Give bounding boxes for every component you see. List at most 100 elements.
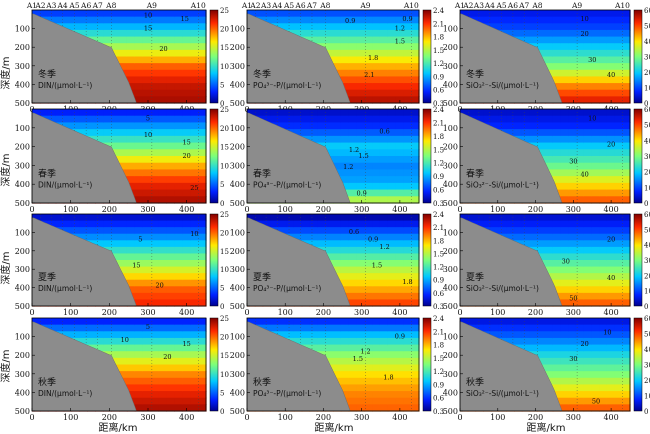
field-cell	[537, 233, 546, 241]
field-cell	[126, 182, 136, 191]
field-cell	[387, 135, 397, 144]
field-cell	[87, 122, 96, 130]
field-cell	[411, 69, 420, 78]
field-cell	[356, 227, 365, 235]
field-cell	[142, 357, 152, 366]
field-cell	[614, 331, 623, 339]
field-cell	[356, 10, 365, 18]
field-cell	[134, 227, 144, 235]
field-cell	[348, 240, 358, 248]
field-cell	[333, 122, 342, 130]
contour-label: 1.8	[368, 54, 378, 62]
x-tick-label: 400	[179, 413, 194, 422]
field-cell	[568, 83, 577, 91]
field-cell	[379, 96, 389, 104]
field-cell	[348, 109, 358, 117]
field-cell	[190, 83, 199, 91]
field-cell	[568, 260, 577, 268]
contour-label: 20	[163, 353, 171, 361]
x-axis-title: 距离/km	[527, 421, 566, 434]
field-cell	[622, 404, 631, 412]
field-cell	[372, 169, 381, 177]
field-cell	[348, 384, 358, 392]
colorbar-tick-label: 15	[220, 44, 229, 52]
field-cell	[340, 29, 350, 38]
y-tick-label: 500	[15, 407, 30, 416]
field-cell	[521, 324, 531, 332]
field-cell	[583, 16, 592, 24]
field-cell	[537, 331, 546, 339]
field-cell	[198, 286, 207, 294]
field-cell	[198, 292, 207, 301]
contour-label: 40	[607, 274, 615, 282]
field-cell	[568, 240, 577, 248]
field-cell	[71, 115, 81, 124]
field-cell	[490, 324, 500, 332]
field-cell	[372, 253, 381, 261]
field-cell	[599, 109, 608, 117]
field-cell	[340, 182, 350, 191]
field-cell	[158, 324, 168, 332]
panel-1-po4: 0.9 0.91.21.51.82.1冬季PO₄³⁻-P/(μmol·L⁻¹)10…	[230, 1, 445, 114]
field-cell	[333, 10, 342, 18]
field-cell	[622, 253, 631, 261]
field-cell	[606, 279, 616, 287]
field-cell	[317, 227, 326, 235]
field-cell	[293, 109, 303, 117]
field-cell	[575, 371, 585, 379]
field-cell	[111, 49, 120, 58]
field-cell	[158, 129, 168, 137]
field-cell	[575, 273, 585, 281]
season-label: 冬季	[253, 68, 271, 80]
field-cell	[372, 377, 381, 386]
field-cell	[364, 351, 373, 359]
x-tick-label: 0	[244, 308, 249, 317]
field-cell	[348, 83, 358, 91]
field-cell	[568, 351, 577, 359]
field-cell	[293, 318, 303, 326]
y-tick-label: 400	[15, 180, 30, 189]
field-cell	[301, 227, 311, 235]
field-cell	[198, 324, 207, 332]
field-cell	[529, 227, 538, 235]
plot-frame	[459, 213, 631, 307]
field-cell	[278, 23, 287, 31]
field-cell	[126, 233, 136, 241]
field-cell	[379, 135, 389, 144]
field-cell	[403, 246, 412, 255]
field-cell	[158, 189, 168, 197]
field-cell	[583, 176, 592, 184]
contour-label: 0.9	[345, 17, 355, 25]
field-cell	[340, 344, 350, 352]
field-cell	[325, 149, 334, 157]
y-axis-title: 深度/m	[0, 153, 12, 186]
contour-label: 10	[144, 11, 152, 19]
field-cell	[190, 135, 199, 144]
field-cell	[529, 240, 538, 248]
x-tick-label: 400	[392, 308, 407, 317]
colorbar-tick-label: 10	[220, 162, 229, 170]
field-cell	[552, 43, 562, 51]
field-cell	[71, 109, 81, 117]
field-cell	[356, 16, 365, 24]
field-cell	[158, 246, 168, 255]
field-cell	[142, 142, 152, 150]
field-cell	[591, 391, 600, 399]
field-cell	[622, 391, 631, 399]
field-cell	[606, 56, 616, 64]
field-cell	[317, 135, 326, 144]
field-cell	[387, 182, 397, 191]
field-cell	[317, 318, 326, 326]
field-cell	[403, 149, 412, 157]
field-cell	[395, 49, 404, 58]
field-cell	[599, 29, 608, 38]
x-tick-label: 0	[457, 205, 462, 214]
field-cell	[560, 357, 569, 366]
field-cell	[309, 220, 318, 228]
field-cell	[552, 318, 562, 326]
field-cell	[174, 129, 183, 137]
field-cell	[529, 36, 538, 44]
field-cell	[411, 96, 420, 104]
field-cell	[293, 122, 303, 130]
field-cell	[293, 324, 303, 332]
